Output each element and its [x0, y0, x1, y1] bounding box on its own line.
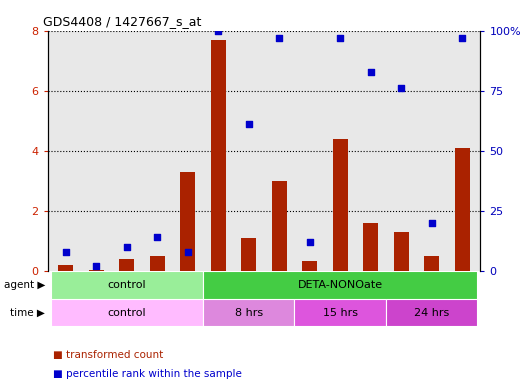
Text: control: control: [108, 280, 146, 290]
Text: time ▶: time ▶: [10, 308, 45, 318]
Text: ■ percentile rank within the sample: ■ percentile rank within the sample: [53, 369, 242, 379]
Point: [397, 85, 406, 91]
Text: DETA-NONOate: DETA-NONOate: [298, 280, 383, 290]
Bar: [180, 172, 195, 271]
Point: [62, 249, 70, 255]
Bar: [203, 299, 295, 326]
Bar: [51, 271, 203, 299]
Point: [428, 220, 436, 226]
Text: control: control: [108, 308, 146, 318]
Point: [306, 239, 314, 245]
Bar: [424, 256, 439, 271]
Point: [275, 35, 284, 41]
Bar: [241, 238, 257, 271]
Bar: [386, 299, 477, 326]
Point: [214, 28, 222, 34]
Point: [184, 249, 192, 255]
Bar: [333, 139, 348, 271]
Bar: [363, 223, 379, 271]
Bar: [302, 261, 317, 271]
Text: 8 hrs: 8 hrs: [234, 308, 263, 318]
Point: [92, 263, 100, 269]
Bar: [393, 232, 409, 271]
Text: 15 hrs: 15 hrs: [323, 308, 358, 318]
Point: [244, 121, 253, 127]
Point: [458, 35, 466, 41]
Bar: [58, 265, 73, 271]
Text: GDS4408 / 1427667_s_at: GDS4408 / 1427667_s_at: [43, 15, 202, 28]
Bar: [211, 40, 226, 271]
Bar: [89, 270, 104, 271]
Bar: [455, 148, 470, 271]
Point: [122, 244, 131, 250]
Bar: [271, 181, 287, 271]
Bar: [295, 299, 386, 326]
Point: [366, 68, 375, 74]
Bar: [203, 271, 477, 299]
Text: 24 hrs: 24 hrs: [414, 308, 449, 318]
Point: [153, 234, 162, 240]
Text: agent ▶: agent ▶: [4, 280, 45, 290]
Text: ■ transformed count: ■ transformed count: [53, 350, 163, 360]
Bar: [119, 259, 135, 271]
Point: [336, 35, 344, 41]
Bar: [149, 256, 165, 271]
Bar: [51, 299, 203, 326]
